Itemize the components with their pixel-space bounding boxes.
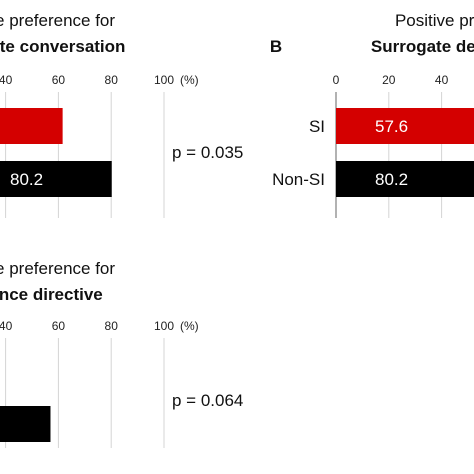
chart-title: Positive preference for [395,11,474,30]
p-value-annotation: p = 0.035 [172,143,243,162]
x-tick-label: 80 [105,319,119,333]
bar-non-si [0,161,112,197]
bar-non-si [0,406,51,442]
category-label: SI [309,117,325,136]
panel-label: B [270,37,282,56]
bar-non-si [336,161,474,197]
chart-subtitle: Surrogate conversation [0,37,125,56]
x-tick-label: 20 [382,73,396,87]
bar-value-label: 57.6 [375,117,408,136]
chart-subtitle: Surrogate decision making [371,37,474,56]
category-label: Non-SI [272,170,325,189]
chart-title: Positive preference for [0,11,115,30]
p-value-annotation: p = 0.064 [172,391,243,410]
bar-si [0,108,63,144]
x-tick-label: 0 [333,73,340,87]
x-unit-label: (%) [180,319,199,333]
x-tick-label: 40 [435,73,449,87]
bar-value-label: 80.2 [375,170,408,189]
x-tick-label: 100 [154,319,174,333]
chart-subtitle: Advance directive [0,285,103,304]
x-tick-label: 100 [154,73,174,87]
x-tick-label: 60 [52,319,66,333]
x-tick-label: 80 [105,73,119,87]
x-unit-label: (%) [180,73,199,87]
bar-value-label: 80.2 [10,170,43,189]
x-tick-label: 60 [52,73,66,87]
bar-si [336,108,474,144]
x-tick-label: 40 [0,319,13,333]
chart-title: Positive preference for [0,259,115,278]
x-tick-label: 40 [0,73,13,87]
